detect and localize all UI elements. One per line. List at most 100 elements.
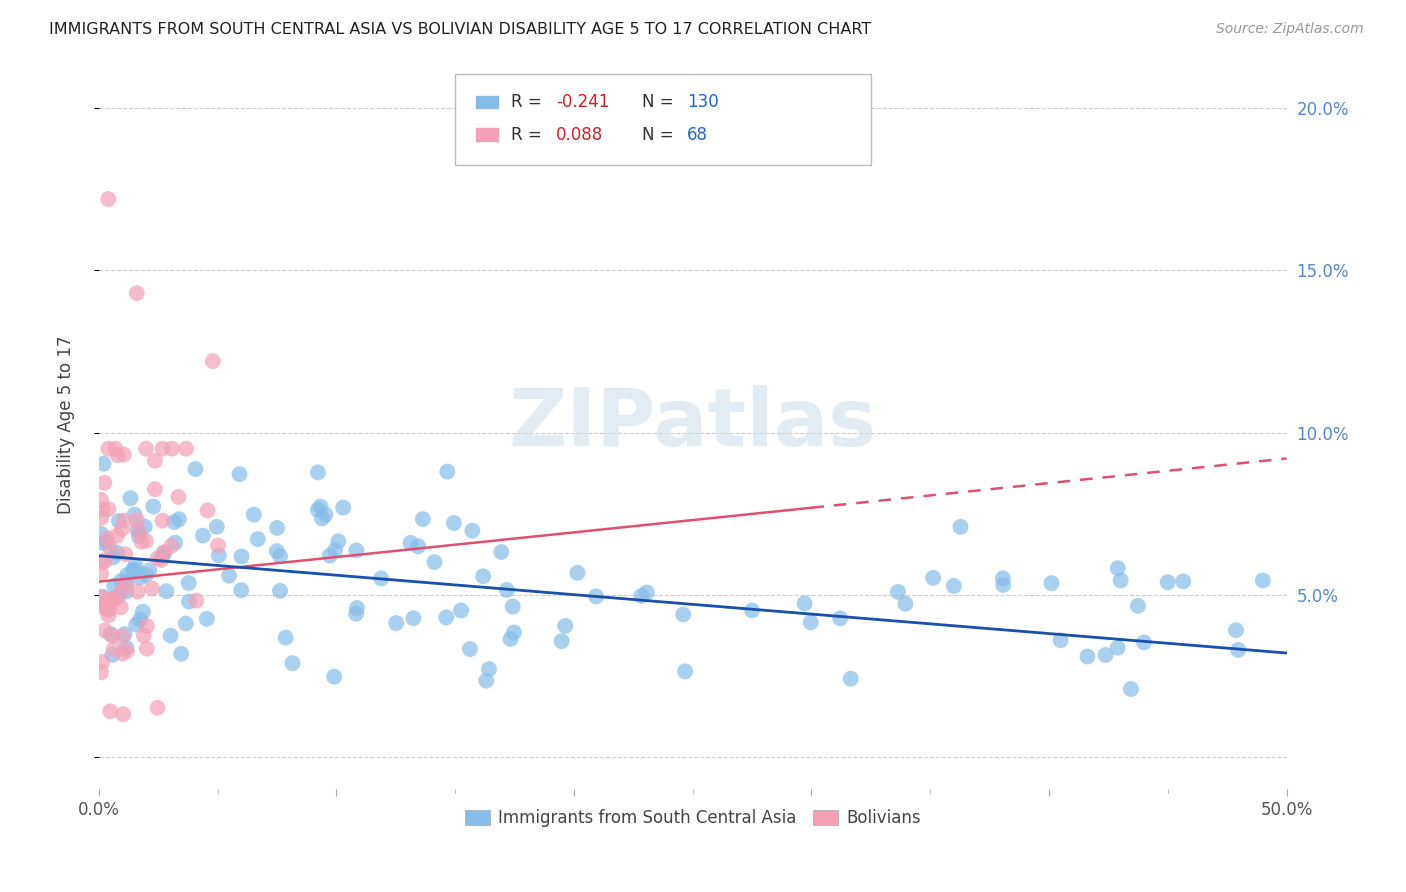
Point [406,539,429,553]
Point [1251,574,1274,588]
Text: IMMIGRANTS FROM SOUTH CENTRAL ASIA VS BOLIVIAN DISABILITY AGE 5 TO 17 CORRELATIO: IMMIGRANTS FROM SOUTH CENTRAL ASIA VS BO… [49,22,872,37]
Text: R =: R = [510,126,547,144]
Point [105,546,128,560]
Point [129,571,152,585]
Point [100,592,122,607]
Point [90,665,112,680]
Point [96,535,118,549]
Point [146,551,169,566]
Point [839,672,862,686]
Point [370,571,392,585]
Point [1040,576,1063,591]
Point [191,528,214,542]
Point [90,511,112,525]
Point [550,634,572,648]
Point [184,462,207,476]
Point [153,546,176,560]
Point [91,600,114,615]
Point [93,475,115,490]
Text: Source: ZipAtlas.com: Source: ZipAtlas.com [1216,22,1364,37]
FancyBboxPatch shape [475,95,499,109]
Point [887,585,910,599]
Point [281,657,304,671]
Point [143,453,166,467]
Point [1049,633,1071,648]
Point [207,539,229,553]
Point [103,592,125,607]
Point [115,575,138,590]
Point [243,508,266,522]
Point [502,599,524,614]
Text: 130: 130 [686,93,718,111]
Point [894,597,917,611]
Point [98,704,121,718]
Point [673,665,696,679]
Point [461,524,484,538]
Point [472,569,495,583]
Point [269,583,291,598]
Point [495,582,517,597]
Point [1133,635,1156,649]
Point [170,647,193,661]
Point [112,707,135,722]
Point [177,576,200,591]
Point [125,617,148,632]
Point [103,579,125,593]
Point [385,615,408,630]
Point [323,670,346,684]
Text: -0.241: -0.241 [557,93,609,111]
Point [103,641,125,656]
Point [131,534,153,549]
Point [399,536,422,550]
Point [672,607,695,622]
Point [1225,624,1247,638]
Point [269,549,291,563]
Point [90,591,112,605]
Point [423,555,446,569]
Point [125,286,148,301]
Point [100,592,122,607]
Point [585,590,607,604]
Point [942,579,965,593]
Point [134,519,156,533]
Point [274,631,297,645]
Point [100,627,122,641]
Point [1076,649,1098,664]
Point [478,662,501,676]
Point [135,567,157,582]
Point [949,520,972,534]
Point [332,500,354,515]
Point [138,564,160,578]
Text: ZIPatlas: ZIPatlas [509,385,877,464]
Point [107,590,129,604]
Point [1109,574,1132,588]
Point [443,516,465,530]
Point [830,611,852,625]
Point [94,596,117,610]
Point [1173,574,1195,589]
Point [307,466,329,480]
Point [1156,575,1178,590]
Point [155,584,177,599]
Point [567,566,589,580]
Point [991,571,1014,585]
Point [152,514,174,528]
Point [993,578,1015,592]
Point [159,629,181,643]
Point [1119,681,1142,696]
Point [503,625,526,640]
Point [101,629,124,643]
Point [98,541,121,555]
Point [104,442,127,456]
Point [108,514,131,528]
Point [793,597,815,611]
Point [228,467,250,482]
Text: N =: N = [641,126,679,144]
Text: R =: R = [510,93,547,111]
Point [112,448,135,462]
Point [127,584,149,599]
Point [97,502,120,516]
Point [205,520,228,534]
Legend: Immigrants from South Central Asia, Bolivians: Immigrants from South Central Asia, Boli… [456,801,929,836]
Point [1094,648,1116,662]
